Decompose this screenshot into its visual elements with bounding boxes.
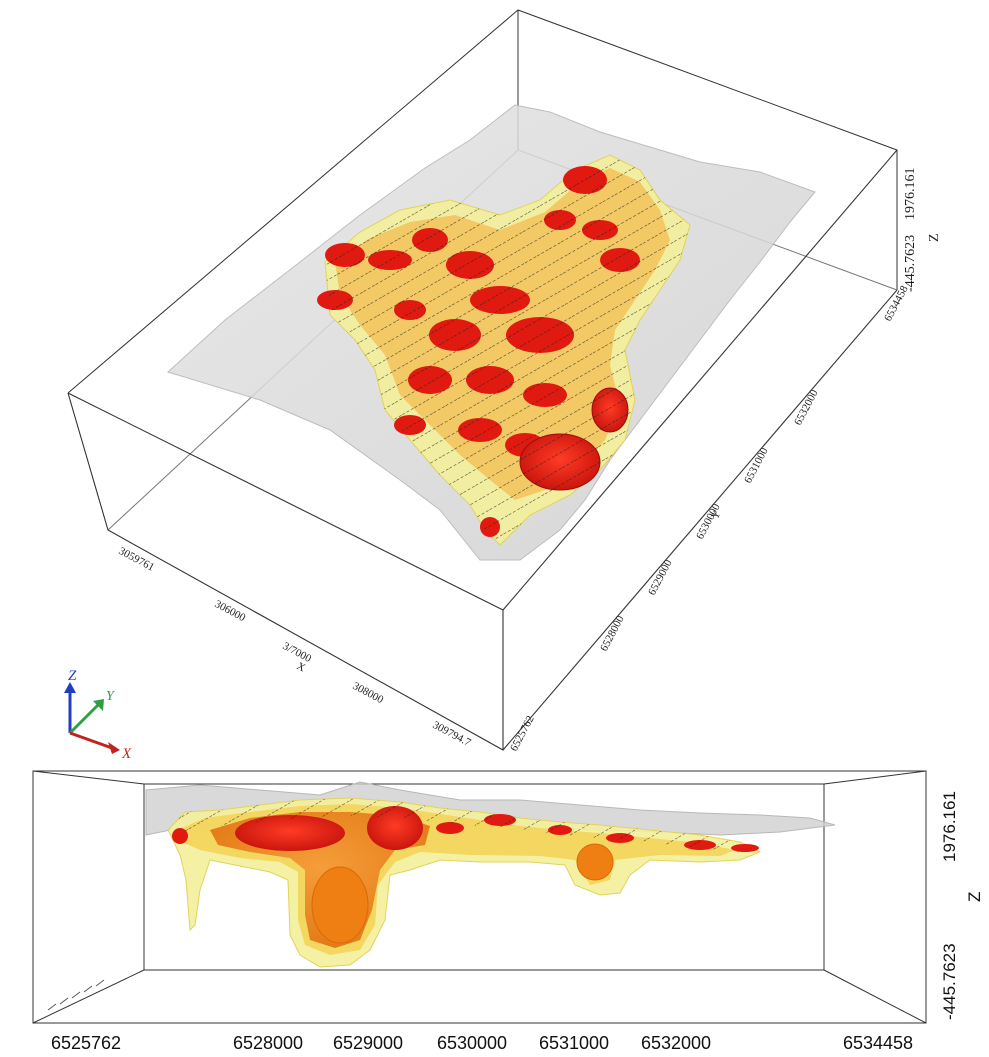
box-right-top-edge bbox=[502, 149, 898, 611]
x-axis-title: X bbox=[295, 660, 308, 674]
orebody-red-core-left bbox=[235, 815, 345, 851]
drillhole-traces-top bbox=[325, 155, 690, 545]
top-view-3d: 3059761 306000 3/7000 X 308000 309794.7 … bbox=[67, 9, 942, 754]
horizontal-tick-label: 6534458 bbox=[843, 1033, 913, 1053]
horizontal-tick-label: 6529000 bbox=[333, 1033, 403, 1053]
x-axis-labels: 3059761 306000 3/7000 X 308000 309794.7 bbox=[117, 545, 473, 749]
minor-tick bbox=[59, 997, 69, 1005]
box-front-top-edge bbox=[67, 392, 504, 611]
triad-y-label: Y bbox=[106, 689, 116, 704]
z-axis-labels-side: 1976.161 -445.7623 Z bbox=[940, 791, 984, 1020]
orebody-red-core-small bbox=[172, 828, 188, 844]
triad-x-arrowhead bbox=[108, 742, 120, 754]
triad-x-label: X bbox=[121, 746, 132, 762]
triad-z-arrowhead bbox=[64, 682, 76, 693]
minor-tick bbox=[83, 985, 93, 993]
triad-y-arrowhead bbox=[93, 699, 104, 711]
horizontal-tick-label: 6530000 bbox=[437, 1033, 507, 1053]
z-axis-title: Z bbox=[927, 233, 942, 242]
z-tick-label: -445.7623 bbox=[903, 235, 918, 292]
z-axis-labels-top: 1976.161 -445.7623 Z bbox=[903, 168, 942, 293]
z-tick-label: 1976.161 bbox=[903, 168, 918, 221]
z-tick-label: -445.7623 bbox=[940, 943, 959, 1020]
x-tick-label: 3/7000 bbox=[281, 640, 314, 665]
bounding-box-front bbox=[67, 149, 898, 751]
z-axis-title: Z bbox=[965, 892, 984, 902]
x-tick-label: 306000 bbox=[213, 598, 248, 624]
box-inner bbox=[143, 783, 825, 971]
minor-tick bbox=[47, 1003, 57, 1011]
box-corner-tl bbox=[32, 770, 145, 785]
z-tick-label: 1976.161 bbox=[940, 791, 959, 862]
minor-tick bbox=[71, 991, 81, 999]
horizontal-tick-label: 6528000 bbox=[233, 1033, 303, 1053]
drillhole-traces-side bbox=[168, 798, 740, 852]
y-tick-label: 6525762 bbox=[508, 714, 537, 754]
bounding-box-side bbox=[32, 770, 927, 1024]
box-front-bottom bbox=[67, 289, 898, 751]
horizontal-tick-label: 6531000 bbox=[539, 1033, 609, 1053]
side-axis-minor-ticks bbox=[47, 979, 105, 1011]
box-corner-tr bbox=[823, 770, 927, 785]
triad-y-axis bbox=[68, 703, 100, 735]
orebody-orange-lobe-right bbox=[576, 843, 614, 881]
box-back-edges bbox=[67, 9, 898, 394]
x-tick-label: 309794.7 bbox=[431, 719, 473, 749]
box-corner-br bbox=[823, 969, 927, 1024]
horizontal-tick-label: 6532000 bbox=[641, 1033, 711, 1053]
minor-tick bbox=[95, 979, 105, 987]
box-corner-bl bbox=[32, 969, 145, 1024]
x-tick-label: 308000 bbox=[351, 680, 386, 706]
triad-x-axis bbox=[69, 731, 113, 750]
orebody-orange-lobe-deep bbox=[311, 866, 369, 944]
red-speck bbox=[436, 822, 464, 834]
x-tick-label: 3059761 bbox=[117, 545, 157, 574]
box-outer bbox=[32, 770, 927, 1024]
horizontal-tick-label: 6525762 bbox=[51, 1033, 121, 1053]
triad-z-label: Z bbox=[68, 668, 77, 684]
side-horizontal-tick-labels: 6525762 6528000 6529000 6530000 6531000 … bbox=[51, 1033, 913, 1053]
orientation-triad: Z Y X bbox=[64, 668, 132, 762]
side-view-3d: 6525762 6528000 6529000 6530000 6531000 … bbox=[32, 770, 984, 1053]
